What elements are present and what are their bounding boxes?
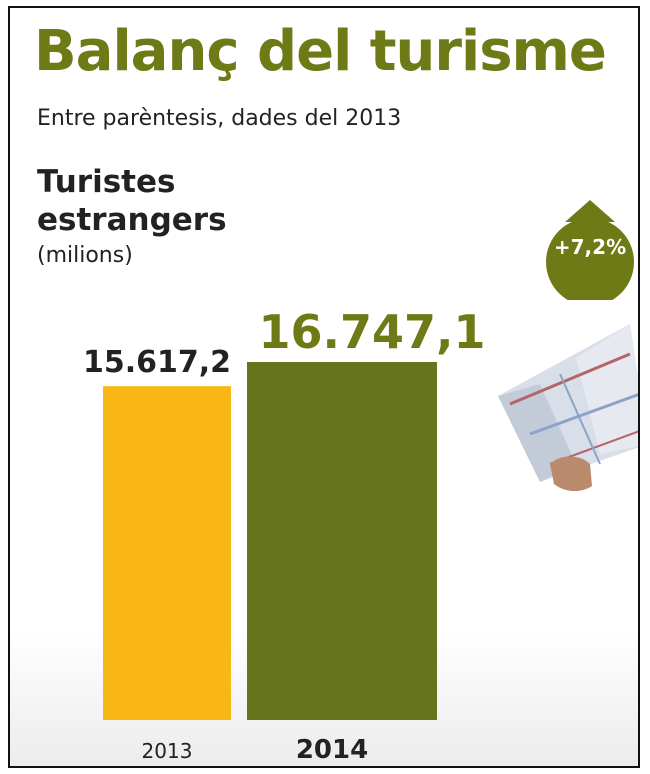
value-label-2013: 15.617,2 (83, 345, 231, 380)
growth-badge (546, 200, 634, 300)
chart-label: Turistes estrangers (37, 164, 227, 238)
folded-map-icon (498, 324, 638, 482)
tourist-map-illustration (498, 324, 638, 492)
page-title: Balanç del turisme (34, 19, 607, 84)
growth-percent: +7,2% (553, 235, 627, 259)
chart-unit-label: (milions) (37, 243, 133, 268)
value-label-2014: 16.747,1 (259, 305, 486, 359)
hand-icon (550, 456, 592, 492)
bar-chart: 15.617,2 2013 16.747,1 2014 (83, 305, 486, 765)
category-label-2013: 2013 (142, 739, 193, 763)
bar-2013 (103, 386, 231, 720)
page-subtitle: Entre parèntesis, dades del 2013 (37, 106, 402, 131)
category-label-2014: 2014 (296, 735, 368, 765)
bar-2014 (247, 362, 437, 720)
infographic-frame: Balanç del turisme Entre parèntesis, dad… (8, 6, 640, 768)
